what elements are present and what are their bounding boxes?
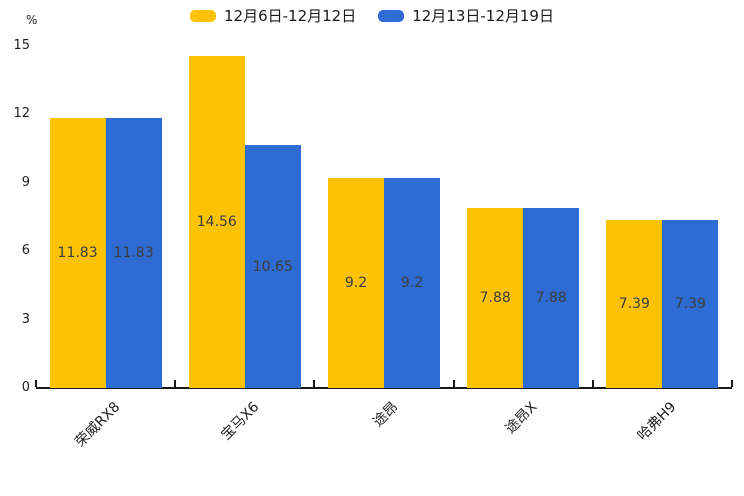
bar-value-label: 7.88	[535, 290, 567, 307]
x-axis-category-label: 途昂X	[502, 399, 541, 438]
bar-value-label: 7.39	[618, 295, 650, 312]
x-axis-category-label: 荣威RX8	[71, 399, 124, 451]
y-axis-tick-label: 6	[21, 243, 30, 259]
x-axis-tick	[35, 380, 37, 387]
bar-series2: 10.65	[244, 145, 301, 388]
y-axis-tick-label: 12	[13, 106, 30, 122]
x-axis-category-label: 哈弗H9	[634, 399, 680, 444]
legend-item[interactable]: 12月6日-12月12日	[190, 6, 356, 26]
bar-series1: 14.56	[188, 56, 245, 388]
legend-label: 12月6日-12月12日	[224, 7, 357, 25]
bar-value-label: 9.2	[344, 275, 368, 292]
bar-series2: 9.2	[384, 178, 440, 388]
bar-series1: 7.88	[467, 208, 524, 388]
legend-label: 12月13日-12月19日	[412, 7, 554, 25]
x-axis-line	[36, 387, 732, 389]
bar-series1: 11.83	[49, 118, 106, 388]
bar-value-label: 11.83	[113, 245, 154, 262]
x-axis-tick	[452, 380, 455, 387]
y-axis-tick-label: 9	[21, 174, 30, 190]
bar-value-label: 9.2	[400, 275, 424, 292]
bar-value-label: 14.56	[196, 214, 237, 230]
y-axis-tick-label: 15	[13, 38, 30, 53]
bar-value-label: 10.65	[252, 258, 293, 275]
x-axis-tick	[174, 380, 177, 387]
bar-series1: 9.2	[328, 178, 384, 388]
bar-series2: 11.83	[105, 118, 162, 388]
legend-swatch-icon	[378, 10, 405, 22]
bar-value-label: 7.39	[674, 295, 706, 312]
x-axis-tick	[313, 380, 316, 387]
legend-swatch-icon	[190, 10, 216, 22]
y-axis-tick-label: 3	[21, 311, 30, 327]
bar-series2: 7.39	[662, 219, 719, 388]
x-axis-category-label: 宝马X6	[218, 399, 263, 444]
legend-item[interactable]: 12月13日-12月19日	[378, 6, 554, 26]
bar-value-label: 7.88	[479, 290, 511, 307]
bar-series1: 7.39	[606, 219, 663, 388]
chart-legend: 12月6日-12月12日 12月13日-12月19日	[0, 6, 744, 26]
x-axis-tick	[731, 380, 733, 387]
x-axis-tick	[591, 380, 594, 387]
y-axis-tick-label: 0	[21, 380, 30, 395]
bar-value-label: 11.83	[57, 245, 98, 262]
y-axis-unit-label: %	[26, 13, 38, 27]
x-axis-category-label: 途昂	[370, 399, 402, 431]
bar-series2: 7.88	[523, 208, 580, 388]
